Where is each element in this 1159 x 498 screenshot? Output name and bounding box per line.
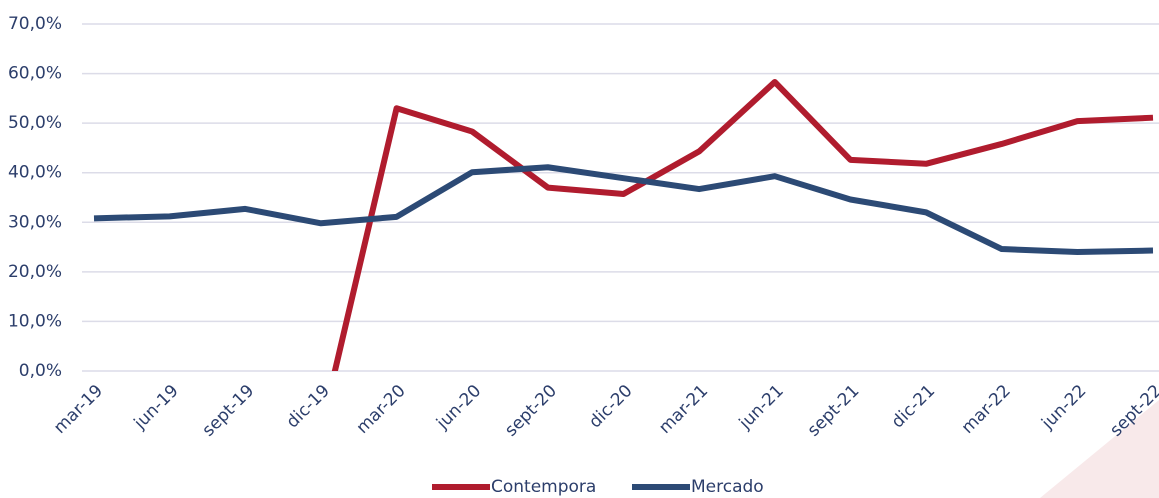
- x-tick-label: dic-19: [283, 381, 334, 432]
- x-tick-label: mar-19: [50, 381, 107, 438]
- x-tick-label: dic-20: [585, 381, 636, 432]
- y-tick-label: 20,0%: [8, 262, 62, 282]
- x-tick-label: mar-21: [655, 381, 712, 438]
- y-tick-label: 60,0%: [8, 64, 62, 84]
- x-tick-label: sept-19: [199, 381, 259, 441]
- y-tick-label: 0,0%: [19, 361, 62, 381]
- x-tick-label: sept-20: [501, 381, 561, 441]
- x-tick-label: mar-20: [353, 381, 410, 438]
- series-line: [331, 78, 1154, 371]
- y-tick-label: 30,0%: [8, 212, 62, 232]
- x-tick-label: jun-21: [735, 381, 788, 434]
- decoration: [1040, 400, 1159, 498]
- y-tick-label: 50,0%: [8, 113, 62, 133]
- series-line: [93, 164, 1154, 256]
- legend-label: Mercado: [691, 477, 764, 497]
- x-tick-label: sept-21: [804, 381, 864, 441]
- x-tick-label: jun-20: [432, 381, 485, 434]
- legend-label: Contempora: [491, 477, 596, 497]
- y-tick-label: 10,0%: [8, 311, 62, 331]
- x-tick-label: jun-19: [130, 381, 183, 434]
- y-tick-label: 70,0%: [8, 14, 62, 34]
- x-tick-label: jun-22: [1037, 381, 1090, 434]
- x-tick-label: dic-21: [888, 381, 939, 432]
- x-tick-label: mar-22: [958, 381, 1015, 438]
- y-tick-label: 40,0%: [8, 163, 62, 183]
